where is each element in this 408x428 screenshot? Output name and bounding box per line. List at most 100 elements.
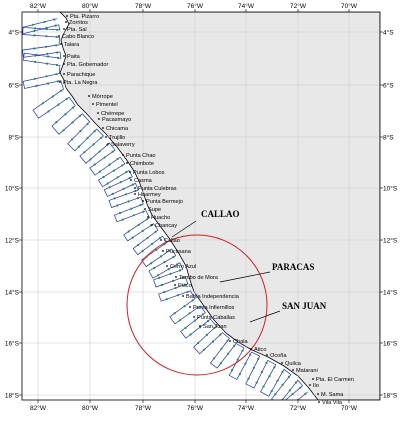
place-label: Paita	[67, 54, 81, 60]
place-dot	[162, 250, 164, 252]
station-marker	[98, 150, 101, 153]
place-label: Pta. Pizarro	[70, 14, 99, 20]
station-marker	[205, 333, 208, 336]
station-marker	[167, 268, 170, 271]
place-label: Zorritos	[69, 20, 88, 26]
station-marker	[169, 272, 172, 275]
place-label: Pta. El Carmen	[316, 377, 354, 383]
station-marker	[103, 156, 106, 159]
lat-label-left: 14°S	[5, 289, 20, 297]
place-label: Casma	[134, 178, 153, 184]
place-label: Talara	[64, 42, 80, 48]
station-marker	[197, 341, 200, 345]
station-marker	[71, 121, 74, 124]
place-label: Chancay	[155, 223, 177, 229]
lat-label-right: 18°S	[383, 392, 398, 400]
place-label: Pucusana	[166, 249, 192, 255]
place-dot	[63, 55, 65, 57]
station-marker	[127, 230, 130, 233]
station-marker	[118, 211, 122, 215]
place-label: Punta Bermejo	[146, 199, 183, 205]
station-marker	[131, 183, 134, 186]
place-label: Cabo Blanco	[62, 34, 94, 40]
place-label: Parachique	[67, 72, 95, 78]
lon-label-bottom: 70°W	[341, 404, 358, 412]
place-label: Pta. La Negra	[63, 80, 98, 86]
place-dot	[160, 239, 162, 241]
station-marker	[54, 24, 57, 27]
place-dot	[292, 369, 294, 371]
station-marker	[178, 269, 181, 272]
place-label: Pta. Sal	[67, 27, 87, 33]
station-marker	[196, 306, 199, 309]
station-marker	[55, 121, 58, 124]
station-marker	[113, 197, 116, 200]
station-marker	[168, 249, 171, 252]
place-label: Ocoña	[270, 353, 287, 359]
station-marker	[55, 28, 59, 31]
place-dot	[102, 127, 104, 129]
place-dot	[182, 295, 184, 297]
station-marker	[65, 97, 68, 100]
station-marker	[53, 18, 56, 21]
station-marker	[35, 84, 38, 88]
lat-label-right: 10°S	[383, 185, 398, 193]
station-marker	[134, 189, 137, 193]
callout-labels: CALLAO PARACAS SAN JUAN	[171, 209, 327, 323]
station-marker	[155, 248, 158, 251]
lon-label-bottom: 82°W	[30, 404, 47, 412]
highlight-circle	[126, 234, 268, 376]
station-marker	[56, 80, 60, 83]
station-marker	[139, 204, 142, 207]
station-marker	[86, 122, 89, 126]
station-marker	[231, 369, 234, 372]
station-marker	[211, 340, 215, 343]
station-marker	[47, 110, 50, 113]
station-marker	[45, 28, 49, 31]
callout-label: CALLAO	[201, 209, 240, 219]
lat-label-right: 14°S	[383, 289, 398, 297]
place-dot	[166, 265, 168, 267]
station-marker	[252, 366, 255, 369]
lon-label-bottom: 80°W	[82, 404, 99, 412]
lon-label-bottom: 76°W	[187, 404, 204, 412]
place-dot	[151, 224, 153, 226]
station-marker	[304, 392, 307, 395]
place-dot	[105, 136, 107, 138]
station-marker	[257, 357, 260, 360]
station-marker	[136, 243, 140, 247]
station-marker	[86, 137, 89, 140]
station-marker	[41, 102, 45, 105]
place-label: Bahía Independencia	[186, 294, 240, 300]
station-marker	[108, 163, 111, 166]
station-marker	[112, 169, 115, 172]
station-marker	[158, 276, 161, 279]
station-marker	[249, 353, 252, 356]
station-marker	[121, 218, 124, 221]
station-marker	[55, 35, 58, 39]
place-dot	[63, 73, 65, 75]
station-marker	[89, 158, 92, 161]
place-label: Quilca	[285, 361, 302, 367]
station-marker	[47, 55, 50, 58]
station-marker	[55, 73, 58, 76]
station-marker	[274, 393, 277, 396]
station-marker	[108, 186, 111, 189]
lat-label-right: 8°S	[383, 134, 394, 142]
station-marker	[288, 389, 291, 392]
station-marker	[154, 230, 157, 233]
station-marker	[116, 176, 119, 179]
station-marker	[176, 263, 179, 266]
station-marker	[247, 377, 250, 380]
station-marker	[145, 218, 149, 221]
station-marker	[45, 62, 49, 65]
station-marker	[172, 256, 175, 259]
station-marker	[219, 333, 222, 336]
place-dot	[174, 284, 176, 286]
place-dot	[189, 306, 191, 308]
station-marker	[227, 352, 230, 355]
station-marker	[193, 319, 197, 322]
station-marker	[119, 181, 122, 184]
station-marker	[59, 89, 63, 92]
